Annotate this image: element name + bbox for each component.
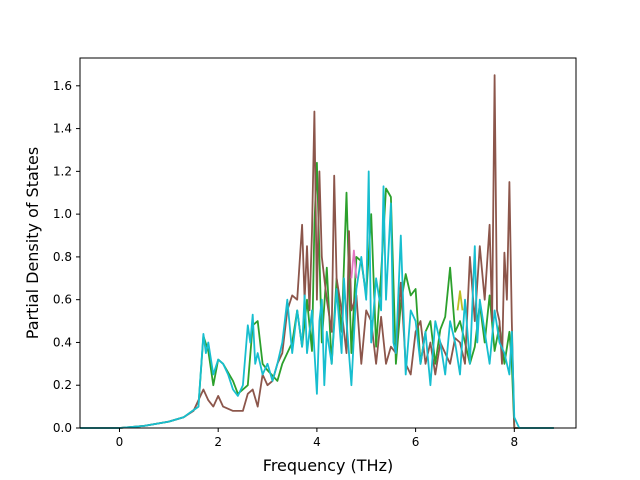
y-axis-label: Partial Density of States (23, 147, 42, 339)
x-tick-label: 4 (313, 435, 321, 449)
x-tick-label: 2 (214, 435, 222, 449)
y-axis: 0.0 0.2 0.4 0.6 0.8 1.0 1.2 1.4 1.6 (53, 79, 80, 435)
y-tick-label: 0.4 (53, 335, 72, 349)
series-line-2 (350, 249, 358, 279)
series-line-0 (80, 161, 554, 429)
series-line-4 (80, 170, 554, 429)
y-tick-label: 1.4 (53, 122, 72, 136)
series-line-1 (80, 74, 554, 429)
y-tick-label: 1.6 (53, 79, 72, 93)
series-layer (80, 74, 554, 429)
y-tick-label: 0.2 (53, 378, 72, 392)
y-tick-label: 0.8 (53, 250, 72, 264)
series-line-3 (456, 290, 464, 311)
axes-frame (79, 57, 577, 429)
y-tick-label: 0.0 (53, 421, 72, 435)
x-tick-label: 8 (510, 435, 518, 449)
y-tick-label: 1.0 (53, 207, 72, 221)
x-axis-label: Frequency (THz) (263, 456, 393, 475)
plot-area (79, 57, 577, 429)
x-axis: 0 2 4 6 8 (116, 428, 518, 449)
x-tick-label: 6 (412, 435, 420, 449)
y-tick-label: 1.2 (53, 164, 72, 178)
x-tick-label: 0 (116, 435, 124, 449)
y-tick-label: 0.6 (53, 293, 72, 307)
